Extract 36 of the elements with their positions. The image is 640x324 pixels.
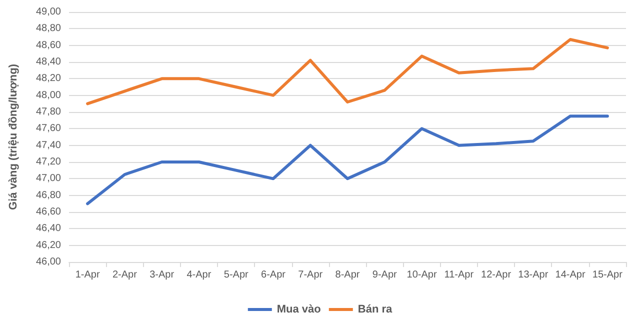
x-tick-label: 5-Apr [224,270,249,280]
x-tick-label: 13-Apr [518,270,549,280]
y-tick-label: 48,40 [36,56,62,68]
y-tick-label: 46,60 [36,206,62,218]
y-tick-label: 48,20 [36,73,62,84]
legend-label: Mua vào [276,304,322,316]
y-tick-label: 47,60 [36,123,62,134]
x-tick-label: 8-Apr [335,270,360,280]
y-axis-title: Giá vàng (triệu đồng/lượng) [8,64,20,210]
x-tick-label: 7-Apr [298,270,324,280]
y-tick-label: 46,20 [36,240,62,251]
y-tick-label: 47,20 [36,156,62,168]
y-tick-label: 46,40 [36,223,62,234]
x-tick-label: 15-Apr [592,270,624,280]
line-series [86,38,609,106]
x-tick-label: 14-Apr [555,270,586,280]
y-tick-label: 48,80 [36,23,62,34]
x-tick-label: 10-Apr [406,270,438,280]
y-tick-label: 47,40 [36,140,62,151]
y-tick-label: 49,00 [36,6,62,18]
y-tick-label: 46,00 [36,256,62,268]
y-tick-label: 47,00 [36,173,62,184]
x-tick-label: 9-Apr [372,270,398,280]
x-tick-label: 11-Apr [444,270,474,280]
x-tick-label: 4-Apr [186,270,212,280]
legend-label: Bán ra [358,304,394,316]
line-series [86,114,609,206]
x-tick-label: 1-Apr [75,270,100,280]
x-tick-label: 12-Apr [481,270,512,280]
y-tick-label: 47,80 [36,106,62,118]
y-tick-label: 48,00 [36,90,62,101]
x-tick-label: 3-Apr [150,270,175,280]
y-tick-label: 46,80 [36,190,62,201]
y-tick-label: 48,60 [36,40,62,51]
x-tick-label: 6-Apr [261,270,286,280]
x-tick-label: 2-Apr [112,270,138,280]
